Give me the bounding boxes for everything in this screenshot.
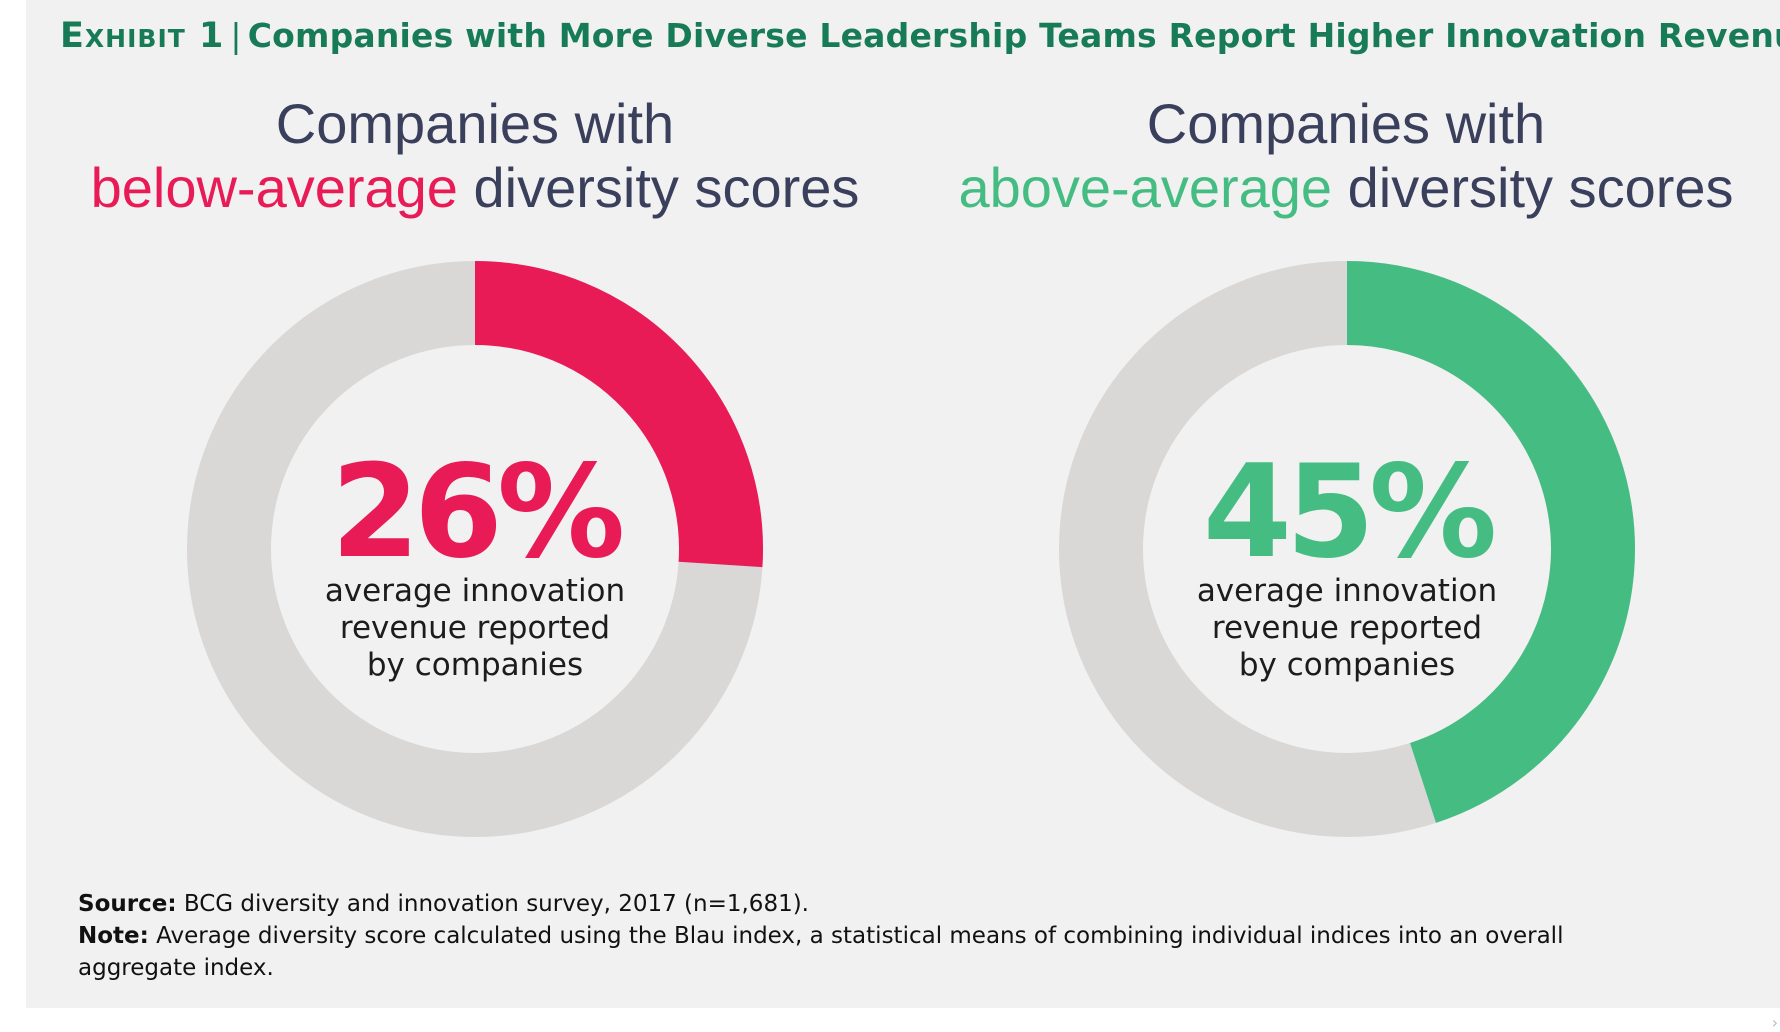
caption-line-1: average innovation <box>325 573 625 609</box>
left-heading-highlight: below-average <box>90 156 458 219</box>
left-heading-rest: diversity scores <box>457 156 860 219</box>
caption-line-3: by companies <box>367 647 583 683</box>
corner-chevron-icon: › <box>1771 1013 1778 1032</box>
footer-notes: Source: BCG diversity and innovation sur… <box>78 888 1678 984</box>
right-heading-line2: above-average diversity scores <box>916 156 1776 220</box>
source-label: Source: <box>78 891 177 917</box>
donut-value-arc <box>1346 261 1635 823</box>
exhibit-title: Exhibit 1 | Companies with More Diverse Le… <box>60 16 1780 56</box>
title-separator: | <box>230 16 242 55</box>
source-line: Source: BCG diversity and innovation sur… <box>78 888 1678 920</box>
caption-line-2: revenue reported <box>1212 610 1482 646</box>
left-heading-line1: Companies with <box>275 92 675 155</box>
big-percentage: 26% <box>331 438 622 587</box>
left-group-heading: Companies with below-average diversity s… <box>45 92 905 220</box>
donut-value-arc <box>474 261 763 568</box>
note-line: Note: Average diversity score calculated… <box>78 920 1678 984</box>
note-label: Note: <box>78 923 149 949</box>
note-text: Average diversity score calculated using… <box>78 923 1564 981</box>
exhibit-panel <box>26 0 1780 1008</box>
right-heading-rest: diversity scores <box>1332 156 1734 219</box>
donut-chart-above-average: 45% average innovation revenue reported … <box>1059 261 1635 837</box>
caption-line-1: average innovation <box>1197 573 1497 609</box>
donut-chart-below-average: 26% average innovation revenue reported … <box>187 261 763 837</box>
right-heading-line1: Companies with <box>1146 92 1546 155</box>
left-heading-line2: below-average diversity scores <box>45 156 905 220</box>
exhibit-title-text: Companies with More Diverse Leadership T… <box>247 16 1780 55</box>
right-group-heading: Companies with above-average diversity s… <box>916 92 1776 220</box>
big-percentage: 45% <box>1203 438 1494 587</box>
source-text: BCG diversity and innovation survey, 201… <box>176 891 809 917</box>
caption-line-2: revenue reported <box>340 610 610 646</box>
exhibit-label: Exhibit 1 <box>60 16 225 56</box>
caption-line-3: by companies <box>1239 647 1455 683</box>
right-heading-highlight: above-average <box>958 156 1333 219</box>
